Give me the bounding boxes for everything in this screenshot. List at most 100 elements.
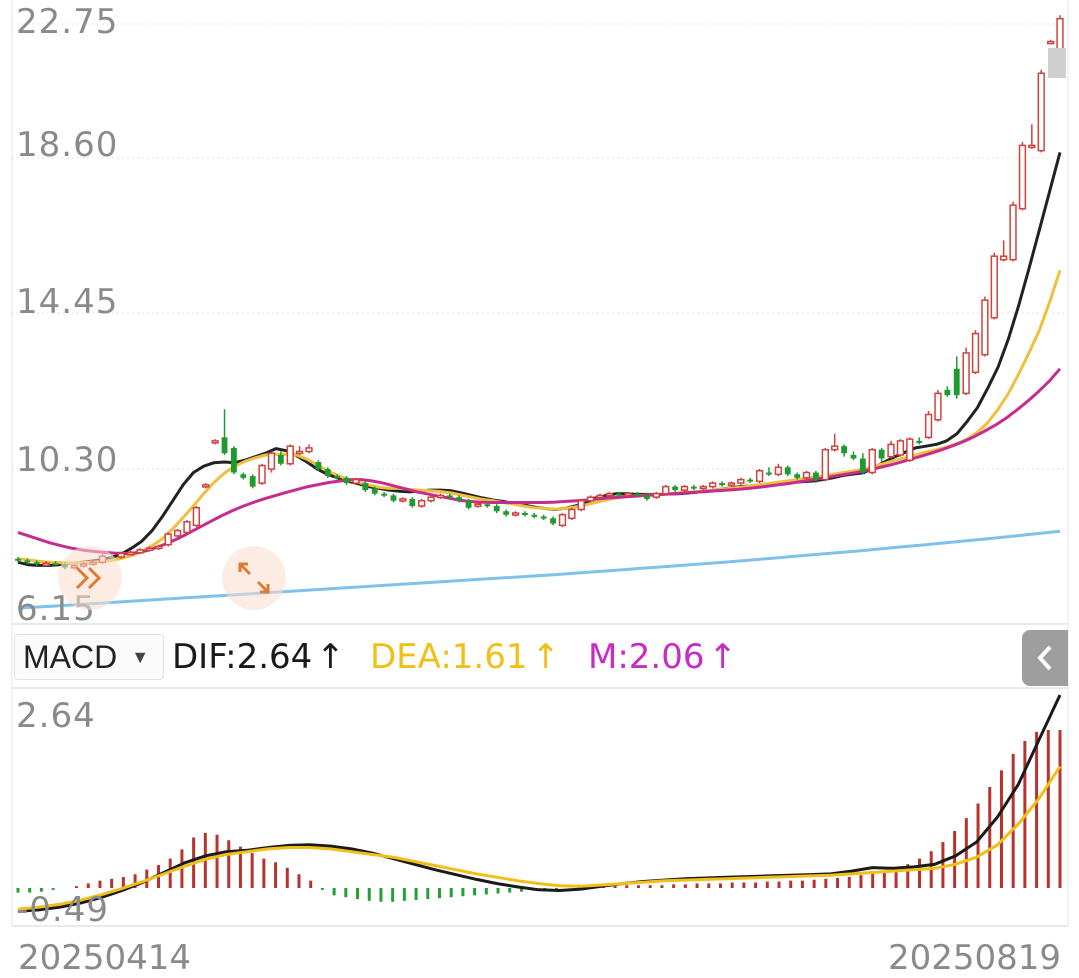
candle-body-down xyxy=(878,449,885,459)
candle-body-down xyxy=(615,493,622,496)
candle-body-up xyxy=(755,470,764,483)
candle-body-down xyxy=(15,558,21,561)
candle-body-down xyxy=(766,472,772,475)
candle-body-up xyxy=(680,485,689,491)
candle-body-down xyxy=(381,493,388,496)
up-arrow-icon: ↑ xyxy=(531,637,560,677)
candle-body-up xyxy=(971,332,980,374)
candle-body-down xyxy=(240,474,247,478)
macd-y-tick-label: 2.64 xyxy=(16,696,96,736)
candle-body-down xyxy=(522,513,528,516)
candle-body-down xyxy=(953,368,960,396)
y-tick-label: 14.45 xyxy=(16,282,119,322)
fast-forward-button[interactable] xyxy=(58,546,122,610)
candle-body-down xyxy=(690,486,697,489)
candle-body-up xyxy=(821,448,829,481)
candle-body-down xyxy=(409,498,416,506)
candle-body-up xyxy=(802,471,811,479)
candle-body-up xyxy=(295,450,304,455)
candle-body-up xyxy=(699,485,707,490)
candle-body-up xyxy=(117,552,125,558)
candle-body-up xyxy=(1018,144,1027,210)
dea-readout: DEA:1.61 ↑ xyxy=(370,634,560,680)
up-arrow-icon: ↑ xyxy=(708,637,738,677)
candle-body-down xyxy=(249,476,256,487)
candle-body-up xyxy=(417,499,426,507)
macd-y-tick-label: -0.49 xyxy=(16,890,109,930)
moving-average-line xyxy=(17,529,1061,610)
candle-body-down xyxy=(221,437,228,454)
candle-body-up xyxy=(305,447,313,453)
moving-average-line xyxy=(17,269,1062,565)
candle-body-up xyxy=(1046,40,1055,45)
candle-body-down xyxy=(859,458,866,473)
dea-label: DEA:1.61 xyxy=(370,637,528,677)
candle-body-up xyxy=(652,492,661,498)
candle-body-up xyxy=(267,452,276,470)
candle-body-up xyxy=(474,503,482,507)
price-moving-average-lines xyxy=(17,152,1062,610)
candle-body-up xyxy=(727,482,736,486)
candle-body-down xyxy=(24,560,31,563)
candle-body-down xyxy=(784,467,791,475)
candle-body-down xyxy=(531,514,538,517)
y-tick-label: 10.30 xyxy=(16,440,119,480)
candle-body-up xyxy=(596,494,604,499)
candle-body-up xyxy=(173,529,182,537)
macd-histogram xyxy=(16,730,1062,902)
chart-scroll-thumb[interactable] xyxy=(1048,48,1066,78)
candle-body-up xyxy=(662,485,670,495)
candle-body-up xyxy=(427,496,435,502)
indicator-select[interactable]: MACD ▼ xyxy=(14,634,164,680)
candle-body-up xyxy=(211,440,219,444)
triangle-down-icon: ▼ xyxy=(131,646,150,667)
candle-body-up xyxy=(155,545,163,550)
candle-body-up xyxy=(258,464,266,484)
m-readout: M:2.06 ↑ xyxy=(588,634,737,680)
candle-body-up xyxy=(605,492,614,497)
candle-body-up xyxy=(990,255,998,319)
candle-body-up xyxy=(558,514,567,527)
candle-body-down xyxy=(334,476,341,479)
candle-body-down xyxy=(841,446,848,454)
candle-body-up xyxy=(981,299,989,356)
candle-body-down xyxy=(916,440,923,443)
up-arrow-icon: ↑ xyxy=(316,637,345,677)
y-tick-label: 22.75 xyxy=(16,2,119,42)
candle-body-down xyxy=(324,469,331,477)
candle-body-up xyxy=(577,499,585,511)
candle-body-down xyxy=(644,495,650,499)
candle-body-down xyxy=(456,497,463,501)
candle-body-up xyxy=(136,549,144,554)
expand-chart-button[interactable] xyxy=(222,546,286,610)
candle-body-up xyxy=(126,552,135,556)
candle-body-up xyxy=(511,512,520,516)
candle-body-down xyxy=(446,495,453,498)
candle-body-down xyxy=(672,486,679,491)
candle-body-up xyxy=(399,498,407,502)
candle-body-down xyxy=(550,518,556,524)
candle-body-down xyxy=(277,454,284,464)
y-tick-label: 18.60 xyxy=(16,125,119,165)
candle-body-up xyxy=(183,521,191,534)
collapse-panel-button[interactable] xyxy=(1022,630,1068,686)
candle-body-down xyxy=(813,472,819,480)
candle-body-down xyxy=(850,454,857,459)
candle-body-up xyxy=(586,496,595,502)
candle-body-up xyxy=(962,352,970,395)
candle-body-down xyxy=(747,479,754,482)
candle-body-up xyxy=(164,533,172,546)
candle-body-up xyxy=(887,443,895,458)
macd-lines xyxy=(17,694,1062,913)
chevron-left-icon xyxy=(1037,645,1052,671)
dif-label: DIF:2.64 xyxy=(172,637,313,677)
candle-body-up xyxy=(286,445,294,465)
candle-body-up xyxy=(896,440,905,456)
candle-body-down xyxy=(540,516,547,519)
candle-body-down xyxy=(465,500,472,508)
candle-body-up xyxy=(192,506,201,527)
candle-body-up xyxy=(1037,72,1045,152)
m-label: M:2.06 xyxy=(588,637,705,677)
expand-arrows-icon xyxy=(238,562,270,594)
